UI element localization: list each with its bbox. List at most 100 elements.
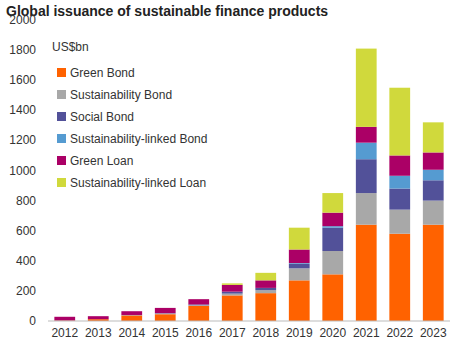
x-tick-label: 2017 [219,326,246,340]
bar-segment [389,88,410,156]
bar-segment [155,314,176,321]
bar-segment [88,316,109,317]
y-tick [45,260,48,261]
x-tick-label: 2022 [386,326,413,340]
legend-swatch [57,90,66,99]
y-tick [45,140,48,141]
y-tick [45,321,48,322]
legend-swatch [57,178,66,187]
title: Global issuance of sustainable finance p… [6,3,328,19]
bar-segment [356,127,377,143]
x-tick-label: 2023 [420,326,447,340]
bar-segment [289,264,310,269]
bar-segment [423,180,444,200]
y-tick-label: 0 [29,314,36,328]
x-tick-label: 2014 [118,326,145,340]
y-tick [45,170,48,171]
x-tick-label: 2020 [319,326,346,340]
y-tick-label: 600 [16,224,36,238]
legend-swatch [57,134,66,143]
legend-swatch [57,68,66,77]
bar-segment [188,306,209,321]
bar-segment [188,299,209,304]
x-tick-label: 2015 [152,326,179,340]
bar-segment [222,283,243,285]
x-tick-label: 2018 [252,326,279,340]
bar-segment [389,176,410,189]
y-tick-label: 1400 [9,103,36,117]
y-tick-label: 200 [16,284,36,298]
bar-segment [155,307,176,308]
bar-segment [222,295,243,321]
bar-segment [322,228,343,251]
bar-segment [289,268,310,280]
legend-label: Green Loan [70,154,133,168]
y-tick [45,230,48,231]
y-tick-label: 2000 [9,13,36,27]
bar-segment [289,228,310,250]
bar-segment [356,193,377,225]
legend-swatch [57,156,66,165]
y-tick-label: 1800 [9,43,36,57]
x-tick-label: 2016 [185,326,212,340]
bar-segment [389,155,410,175]
bar-segment [222,294,243,296]
y-tick [45,110,48,111]
bar-segment [155,308,176,313]
y-tick [45,290,48,291]
y-tick-label: 1200 [9,133,36,147]
y-axis-label: US$bn [52,40,89,54]
x-tick-label: 2013 [85,326,112,340]
bar-segment [322,274,343,321]
bar-segment [289,280,310,321]
bars [54,49,443,321]
chart: Global issuance of sustainable finance p… [0,0,454,351]
y-tick-label: 800 [16,194,36,208]
y-tick [45,50,48,51]
y-tick [45,80,48,81]
bar-segment [121,315,142,321]
bar-segment [222,285,243,292]
bar-segment [356,159,377,193]
x-axis-line [48,321,450,322]
legend-label: Sustainability Bond [70,88,172,102]
legend-label: Social Bond [70,110,134,124]
y-tick [45,200,48,201]
bar-segment [54,316,75,317]
bar-segment [423,201,444,225]
bar-segment [222,292,243,294]
bar-segment [356,225,377,321]
bar-segment [423,170,444,181]
bar-segment [121,311,142,312]
bar-segment [356,49,377,127]
bar-segment [255,280,276,288]
bar-segment [423,225,444,321]
bar-segment [289,250,310,264]
x-tick-label: 2019 [286,326,313,340]
bar-segment [88,316,109,319]
bar-segment [155,313,176,315]
y-tick-label: 1000 [9,164,36,178]
legend-label: Sustainability-linked Loan [70,176,206,190]
bar-segment [356,143,377,160]
bar-segment [255,290,276,293]
y-tick-label: 1600 [9,73,36,87]
bar-segment [322,251,343,274]
bar-segment [54,317,75,321]
legend-label: Green Bond [70,66,135,80]
bar-segment [188,305,209,307]
legend-swatch [57,112,66,121]
bar-segment [423,152,444,169]
bar-segment [188,299,209,300]
bar-segment [121,311,142,315]
bar-segment [389,210,410,234]
legend-label: Sustainability-linked Bond [70,132,207,146]
bar-segment [423,122,444,152]
bar-segment [322,213,343,227]
x-tick-label: 2012 [51,326,78,340]
bar-segment [322,193,343,213]
bar-segment [255,273,276,281]
y-tick [45,20,48,21]
bar-segment [389,234,410,321]
bar-segment [322,226,343,228]
